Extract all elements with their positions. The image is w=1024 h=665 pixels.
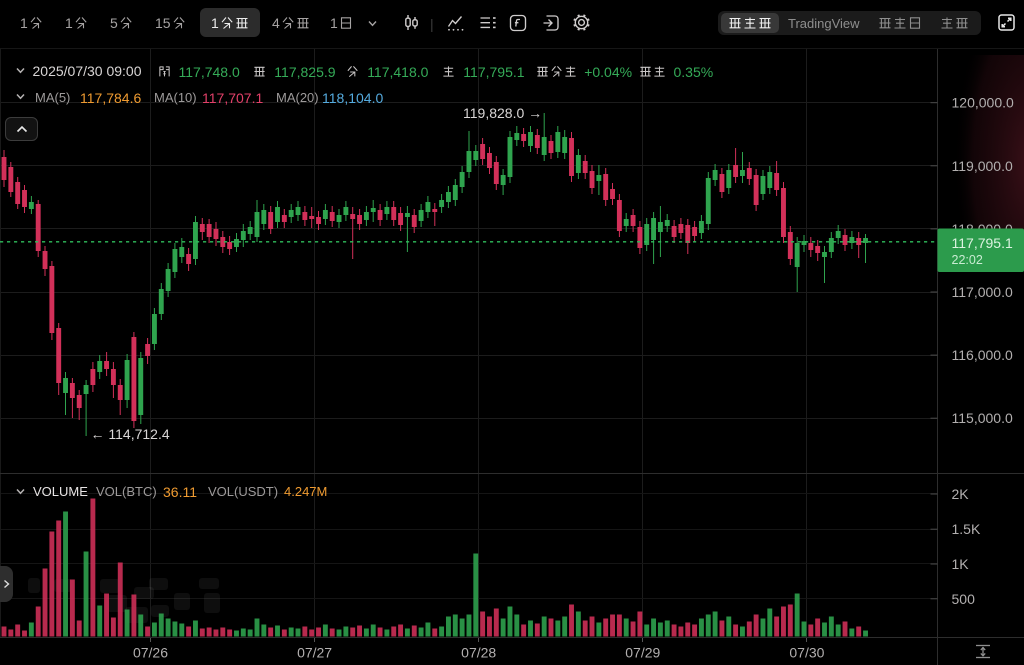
svg-text:07/29: 07/29: [625, 645, 660, 661]
svg-text:116,000.0: 116,000.0: [952, 347, 1013, 363]
svg-text:← 114,712.4: ← 114,712.4: [91, 426, 170, 442]
svg-text:119,000.0: 119,000.0: [952, 158, 1013, 174]
svg-text:500: 500: [952, 591, 976, 607]
svg-text:07/28: 07/28: [461, 645, 496, 661]
svg-text:117,000.0: 117,000.0: [952, 284, 1013, 300]
svg-text:1K: 1K: [952, 556, 970, 572]
svg-text:1.5K: 1.5K: [952, 521, 981, 537]
svg-text:22:02: 22:02: [952, 253, 983, 267]
svg-text:07/27: 07/27: [297, 645, 332, 661]
svg-text:2K: 2K: [952, 486, 970, 502]
svg-text:117,795.1: 117,795.1: [952, 235, 1013, 251]
svg-text:120,000.0: 120,000.0: [952, 95, 1014, 111]
svg-text:115,000.0: 115,000.0: [952, 410, 1013, 426]
svg-text:119,828.0 →: 119,828.0 →: [463, 105, 542, 121]
svg-text:07/26: 07/26: [133, 645, 168, 661]
svg-text:07/30: 07/30: [789, 645, 824, 661]
